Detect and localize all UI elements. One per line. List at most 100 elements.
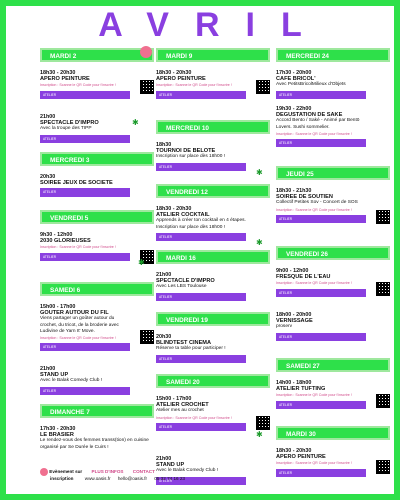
footer-more-info: PLUS D'INFOS (91, 469, 124, 475)
event-tag: ATELIER (156, 90, 246, 99)
event-time: 21h00 (40, 114, 56, 120)
footer-note-2: inscription (50, 476, 74, 481)
day-header: VENDREDI 19 (156, 312, 270, 326)
event-name: SOIREE DE SOUTIEN (276, 194, 333, 201)
event-name: FRESQUE DE L'EAU (276, 274, 331, 281)
event-name: APERO PEINTURE (40, 76, 90, 83)
event: 14h00 - 18h00 ATELIER TUFTING Inscriptio… (276, 380, 390, 409)
event-desc: Avec Les LBS Toulouse (156, 284, 207, 290)
event-tag: ATELIER (276, 400, 366, 409)
event-tag: ATELIER (276, 90, 366, 99)
event-name: VERNISSAGE (276, 318, 313, 325)
footer-note: Evènement sur (49, 469, 83, 475)
event-inscription: Inscription : Scanne le QR Code pour t'i… (40, 245, 116, 250)
event-desc: Viens partager un goûter autour du croch… (40, 316, 119, 334)
day-header: JEUDI 25 (276, 166, 390, 180)
event-time: 18h30 - 21h30 (276, 188, 312, 194)
event-time: 21h00 (40, 366, 56, 372)
qr-code-icon (376, 282, 390, 296)
event-tag: ATELIER (156, 354, 246, 363)
event-time: 21h00 (156, 456, 172, 462)
event-name: TOURNOI DE BELOTE (156, 148, 216, 155)
event-time: 18h30 (156, 142, 172, 148)
day-header: MARDI 16 (156, 250, 270, 264)
event-inscription: Inscription : Scanne le QR Code pour t'i… (156, 415, 232, 420)
event-tag: ATELIER (156, 162, 246, 171)
event: 21h00 STAND UP Avec le Balak Comedy Club… (40, 366, 154, 395)
event: 18h30 - 20h30 ATELIER COCKTAIL Apprends … (156, 206, 270, 242)
event-inscription: Inscription sur place dès 18h00 ! (156, 224, 226, 230)
qr-code-icon (140, 80, 154, 94)
day-header: VENDREDI 26 (276, 246, 390, 260)
event-desc: Avec le Balak Comedy Club ! (40, 378, 103, 384)
day-header: MARDI 2 (40, 48, 154, 62)
event-desc: Apprends à créer ton cocktail en 4 étape… (156, 218, 246, 224)
event-name: GOUTER AUTOUR DU FIL (40, 310, 109, 317)
event-name: ATELIER COCKTAIL (156, 212, 210, 219)
qr-code-icon (256, 80, 270, 94)
event-tag: ATELIER (40, 188, 130, 197)
event: 9h30 - 12h00 2030 GLORIEUSES Inscription… (40, 232, 154, 261)
day-header: MERCREDI 3 (40, 152, 154, 166)
day-header: VENDREDI 5 (40, 210, 154, 224)
event-tag: ATELIER (156, 476, 246, 485)
event-tag: ATELIER (156, 422, 246, 432)
footer-tel: 05 32 74 16 23 (154, 476, 185, 481)
event-tag: ATELIER (40, 134, 130, 143)
footer-mail[interactable]: hello@oasis.fr (117, 476, 148, 481)
event-desc: Avec PetitsBricolMilieux d'Objets (276, 82, 346, 88)
event-name: CAFE BRICOL' (276, 76, 316, 83)
event-tag: ATELIER (40, 90, 130, 99)
event: 17h30 - 20h00 CAFE BRICOL' Avec PetitsBr… (276, 70, 390, 99)
date-badge-icon (140, 46, 152, 58)
event-name: APERO PEINTURE (276, 454, 326, 461)
event: 18h30 - 21h30 SOIREE DE SOUTIEN Collecti… (276, 188, 390, 224)
day-header: VENDREDI 12 (156, 184, 270, 198)
event-time: 17h30 - 20h00 (276, 70, 312, 76)
sparkle-icon: ✱ (256, 430, 263, 439)
event-time: 15h00 - 17h00 (156, 396, 192, 402)
event-tag: ATELIER (40, 252, 130, 261)
qr-code-icon (376, 210, 390, 224)
day-header: SAMEDI 20 (156, 374, 270, 388)
event-inscription: Inscription : Scanne le QR Code pour t'i… (40, 83, 116, 88)
day-header: MERCREDI 10 (156, 120, 270, 134)
event-desc: proserv (276, 324, 292, 330)
event-tag: ATELIER (276, 139, 366, 148)
event-name: APERO PEINTURE (156, 76, 206, 83)
event-time: 20h30 (156, 334, 172, 340)
qr-code-icon (376, 394, 390, 408)
event-name: LE BRASIER (40, 432, 74, 439)
event-time: 9h30 - 12h00 (40, 232, 73, 238)
event: 18h30 - 20h30 APERO PEINTURE Inscription… (156, 70, 270, 99)
event-time: 18h30 - 20h30 (156, 70, 192, 76)
event: 15h00 - 17h00 GOUTER AUTOUR DU FIL Viens… (40, 304, 154, 352)
event: 21h00 SPECTACLE D'IMPRO Avec la troupe d… (40, 114, 154, 143)
event: 20h30 BLINDTEST CINEMA Réserve ta table … (156, 334, 270, 363)
event: 18h30 - 20h30 APERO PEINTURE Inscription… (276, 448, 390, 477)
event: 18h30 TOURNOI DE BELOTE Inscription sur … (156, 142, 270, 171)
event-time: 18h30 - 20h30 (40, 70, 76, 76)
event-name: SPECTACLE D'IMPRO (40, 120, 99, 127)
event-inscription: Inscription : Scanne le QR Code pour t'i… (276, 461, 352, 466)
footer-site[interactable]: www.oasis.fr (84, 476, 111, 481)
event: 18h00 - 20h00 VERNISSAGE proserv ATELIER (276, 312, 390, 341)
event-inscription: Inscription : Scanne le QR Code pour t'i… (276, 393, 352, 398)
day-header: MARDI 30 (276, 426, 390, 440)
qr-code-icon (376, 460, 390, 474)
event-time: 18h30 - 20h30 (276, 448, 312, 454)
page-title: AVRIL (98, 6, 328, 44)
event-inscription: Inscription : Scanne le QR Code pour t'i… (156, 83, 232, 88)
qr-code-icon (140, 330, 154, 344)
event: 17h30 - 20h30 LE BRASIER Le rendez-vous … (40, 426, 154, 451)
event-time: 17h30 - 20h30 (40, 426, 76, 432)
qr-code-icon (140, 250, 154, 264)
event-tag: ATELIER (276, 214, 366, 224)
event-name: ATELIER CROCHET (156, 402, 209, 409)
event-time: 9h00 - 12h00 (276, 268, 309, 274)
event-time: 18h00 - 20h00 (276, 312, 312, 318)
event-desc: Atelier mes au crochet (156, 408, 204, 414)
event: 9h00 - 12h00 FRESQUE DE L'EAU Inscriptio… (276, 268, 390, 297)
event-time: 20h30 (40, 174, 56, 180)
event-name: SOIREE JEUX DE SOCIETE (40, 180, 113, 187)
